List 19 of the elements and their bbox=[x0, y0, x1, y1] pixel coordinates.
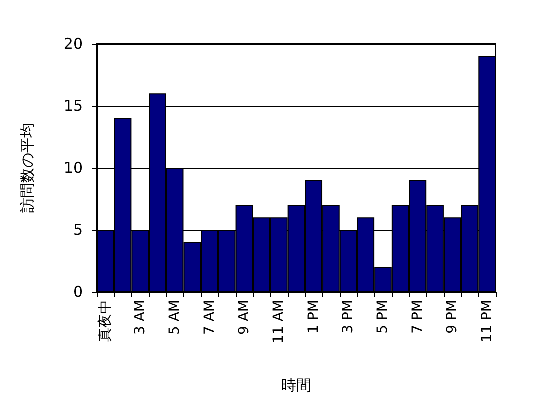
y-axis-title: 訪問数の平均 bbox=[18, 123, 36, 213]
y-tick-label: 20 bbox=[64, 35, 83, 53]
x-tick-label: 1 PM bbox=[306, 300, 322, 334]
x-tick-label: 7 AM bbox=[202, 300, 218, 336]
x-axis-title: 時間 bbox=[282, 376, 312, 394]
x-tick-label: 7 PM bbox=[410, 300, 426, 334]
y-tick-label: 10 bbox=[64, 159, 83, 177]
x-tick-label: 11 AM bbox=[271, 300, 288, 344]
y-tick-label: 5 bbox=[73, 221, 83, 239]
x-tick-label: 3 AM bbox=[132, 300, 148, 336]
y-tick-label: 0 bbox=[73, 283, 83, 301]
x-tick-label: 5 PM bbox=[375, 300, 392, 334]
x-tick-label: 11 PM bbox=[479, 300, 496, 343]
y-tick-label: 15 bbox=[64, 97, 83, 115]
x-tick-label: 真夜中 bbox=[98, 300, 114, 342]
x-tick-label: 9 PM bbox=[444, 300, 461, 334]
x-tick-label: 5 AM bbox=[167, 300, 184, 336]
x-tick-label: 3 PM bbox=[340, 300, 357, 334]
x-tick-label: 9 AM bbox=[236, 300, 252, 336]
